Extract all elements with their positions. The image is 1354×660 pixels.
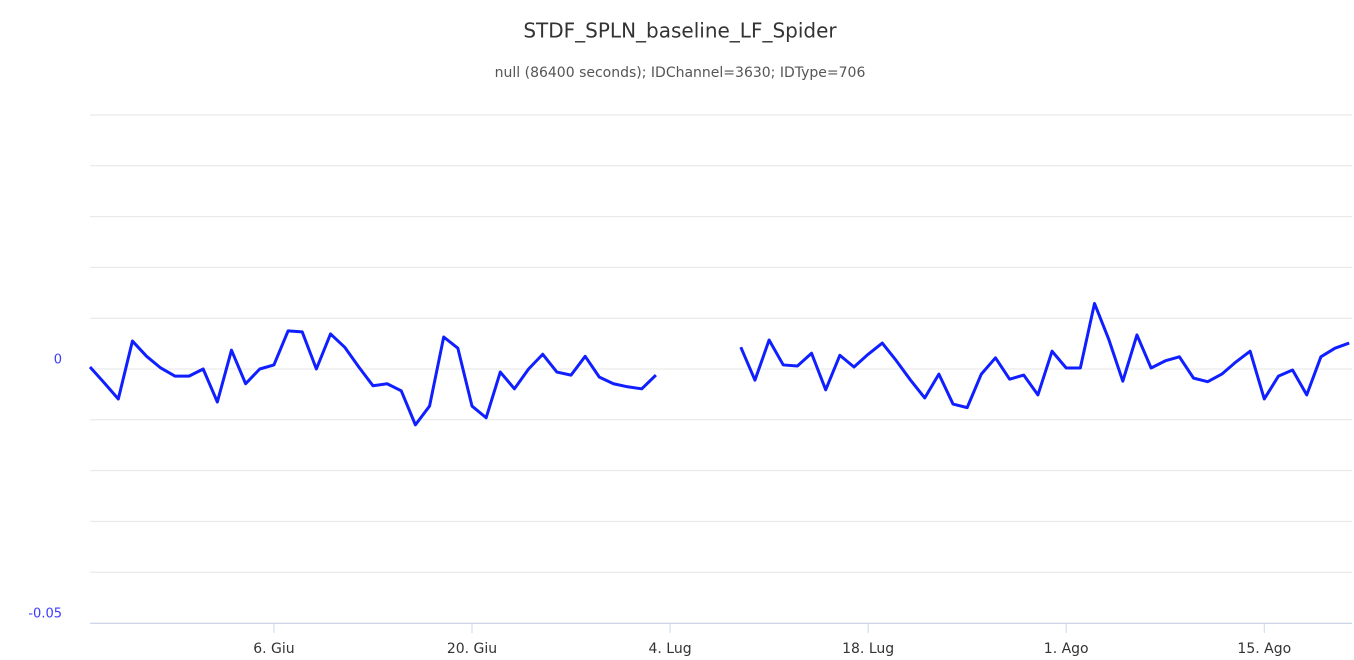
x-tick-label: 18. Lug <box>842 641 894 657</box>
y-tick-label: -0.05 <box>28 607 62 622</box>
x-tick-label: 20. Giu <box>447 641 497 657</box>
x-tick-label: 15. Ago <box>1237 641 1291 657</box>
data-line <box>88 329 657 427</box>
chart-subtitle: null (86400 seconds); IDChannel=3630; ID… <box>495 65 866 81</box>
x-tick-label: 1. Ago <box>1044 641 1089 657</box>
x-tick-label: 4. Lug <box>649 641 692 657</box>
chart-title: STDF_SPLN_baseline_LF_Spider <box>523 19 837 43</box>
y-tick-label: 0 <box>54 353 62 368</box>
x-tick-label: 6. Giu <box>253 641 294 657</box>
data-line <box>739 301 1350 410</box>
